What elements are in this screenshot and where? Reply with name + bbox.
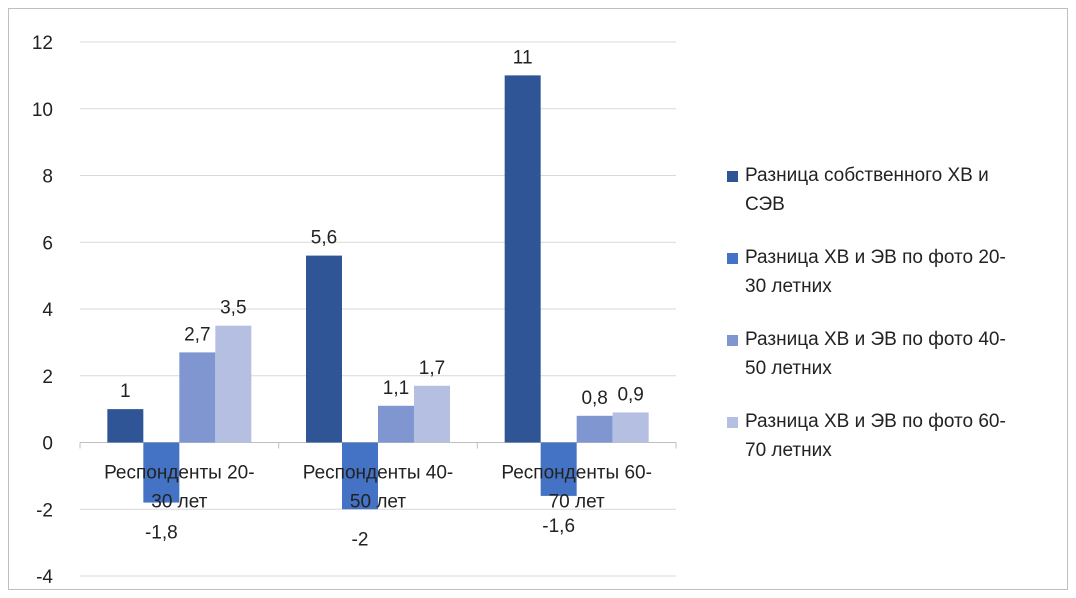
data-label-series-2-cat-2: -2 (352, 529, 369, 550)
chart-legend: Разница собственного ХВ и СЭВ Разница ХВ… (727, 161, 1057, 489)
legend-label-series-3-line-1: Разница ХВ и ЭВ по фото 40- (745, 329, 1006, 350)
legend-label-series-3-line-2: 50 летних (745, 358, 832, 379)
bar-series-3-cat-2 (378, 405, 414, 443)
y-tick-label-8: -4 (36, 567, 53, 588)
legend-item-series-3: Разница ХВ и ЭВ по фото 40- 50 летних (727, 325, 1057, 383)
bar-series-1-cat-2 (306, 255, 342, 443)
legend-label-series-2-line-2: 30 летних (745, 276, 832, 297)
legend-swatch-series-3 (727, 335, 738, 346)
legend-swatch-series-1 (727, 171, 738, 182)
bar-series-1-cat-1 (107, 409, 144, 443)
data-label-series-1-cat-3: 11 (513, 47, 533, 68)
y-tick-label-7: -2 (36, 500, 53, 521)
data-label-series-3-cat-1: 2,7 (184, 324, 210, 345)
bar-series-4-cat-2 (414, 385, 450, 443)
y-tick-label-1: 10 (32, 100, 53, 121)
bar-series-4-cat-3 (612, 412, 649, 443)
legend-swatch-series-4 (727, 417, 738, 428)
bar-series-2-cat-3 (540, 442, 577, 496)
x-tick-label-2: Респонденты 40-50 лет (303, 463, 454, 513)
y-tick-label-2: 8 (42, 167, 53, 188)
data-label-series-1-cat-2: 5,6 (311, 228, 337, 249)
bar-series-1-cat-3 (504, 75, 541, 443)
data-label-series-3-cat-2: 1,1 (383, 378, 409, 399)
legend-label-series-1-line-1: Разница собственного ХВ и (745, 165, 989, 186)
legend-swatch-series-2 (727, 253, 738, 264)
data-label-series-2-cat-1: -1,8 (145, 523, 178, 544)
bar-chart: 12 10 8 6 4 2 0 -2 -4 1 5,6 11 -1,8 -2 -1,6 2,7 1,1 0,8 3,… (32, 33, 677, 588)
data-label-series-4-cat-1: 3,5 (220, 298, 246, 319)
legend-item-series-1: Разница собственного ХВ и СЭВ (727, 161, 1057, 219)
bar-series-4-cat-1 (215, 325, 252, 443)
data-label-series-2-cat-3: -1,6 (542, 516, 575, 537)
x-tick-label-3: Респонденты 60-70 лет (501, 463, 652, 513)
x-tick-label-1: Респонденты 20-30 лет (104, 463, 255, 513)
legend-label-series-4-line-1: Разница ХВ и ЭВ по фото 60- (745, 411, 1006, 432)
data-label-series-4-cat-2: 1,7 (419, 358, 445, 379)
data-label-series-1-cat-1: 1 (120, 381, 131, 402)
legend-label-series-4-line-2: 70 летних (745, 440, 832, 461)
legend-label-series-1-line-2: СЭВ (745, 194, 785, 215)
y-tick-label-3: 6 (42, 233, 53, 254)
legend-label-series-2-line-1: Разница ХВ и ЭВ по фото 20- (745, 247, 1006, 268)
y-tick-label-4: 4 (42, 300, 53, 321)
chart-frame: 12 10 8 6 4 2 0 -2 -4 1 5,6 11 -1,8 -2 -1,6 2,7 1,1 0,8 3,… (8, 8, 1068, 590)
y-tick-label-6: 0 (42, 434, 53, 455)
bar-series-3-cat-3 (576, 415, 613, 443)
data-label-series-3-cat-3: 0,8 (581, 388, 607, 409)
y-tick-label-0: 12 (32, 33, 53, 54)
bar-series-3-cat-1 (179, 352, 216, 443)
legend-item-series-4: Разница ХВ и ЭВ по фото 60- 70 летних (727, 407, 1057, 465)
bar-series-2-cat-2 (342, 442, 378, 510)
bar-series-2-cat-1 (143, 442, 180, 503)
legend-item-series-2: Разница ХВ и ЭВ по фото 20- 30 летних (727, 243, 1057, 301)
y-tick-label-5: 2 (42, 367, 53, 388)
data-label-series-4-cat-3: 0,9 (617, 384, 643, 405)
